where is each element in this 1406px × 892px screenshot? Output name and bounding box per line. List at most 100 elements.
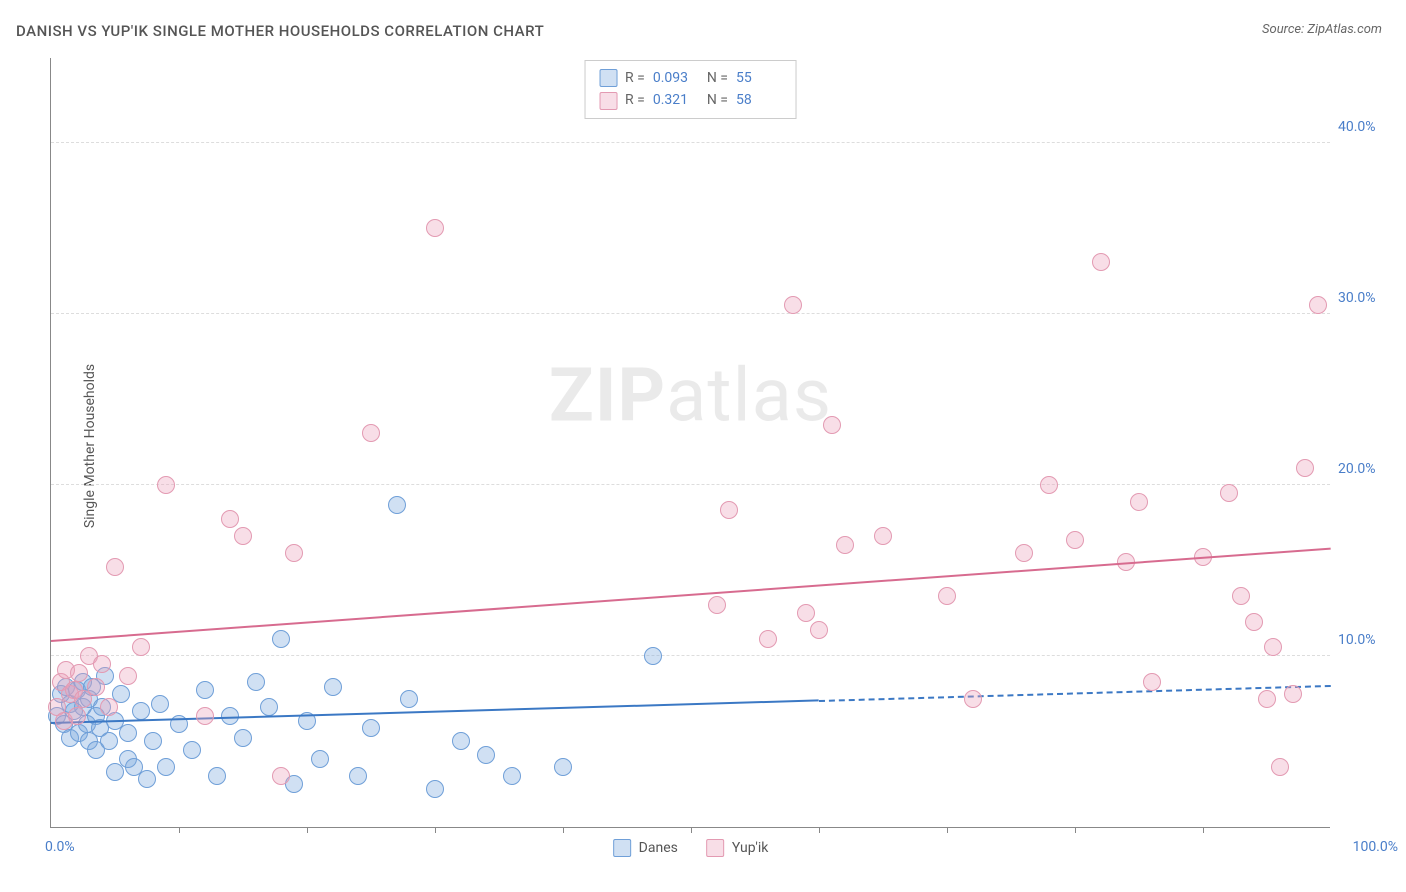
data-point: [1296, 459, 1314, 477]
swatch-icon: [599, 92, 617, 110]
data-point: [234, 729, 252, 747]
data-point: [1232, 587, 1250, 605]
data-point: [874, 527, 892, 545]
data-point: [362, 424, 380, 442]
data-point: [823, 416, 841, 434]
data-point: [1130, 493, 1148, 511]
data-point: [260, 698, 278, 716]
swatch-icon: [599, 69, 617, 87]
data-point: [477, 746, 495, 764]
gridline: [51, 655, 1330, 656]
data-point: [1271, 758, 1289, 776]
x-tick-mark: [1203, 827, 1204, 833]
data-point: [132, 638, 150, 656]
data-point: [87, 678, 105, 696]
gridline: [51, 142, 1330, 143]
data-point: [196, 707, 214, 725]
data-point: [196, 681, 214, 699]
data-point: [183, 741, 201, 759]
data-point: [208, 767, 226, 785]
source-label: Source: ZipAtlas.com: [1262, 22, 1382, 37]
data-point: [964, 690, 982, 708]
x-tick-mark: [307, 827, 308, 833]
y-tick-label: 30.0%: [1338, 290, 1398, 306]
data-point: [151, 695, 169, 713]
x-tick-mark: [563, 827, 564, 833]
data-point: [1258, 690, 1276, 708]
x-tick-mark: [179, 827, 180, 833]
data-point: [324, 678, 342, 696]
data-point: [1220, 484, 1238, 502]
data-point: [119, 724, 137, 742]
x-tick-mark: [691, 827, 692, 833]
data-point: [1092, 253, 1110, 271]
data-point: [100, 732, 118, 750]
data-point: [157, 758, 175, 776]
swatch-icon: [613, 839, 631, 857]
data-point: [144, 732, 162, 750]
chart-title: DANISH VS YUP'IK SINGLE MOTHER HOUSEHOLD…: [16, 22, 544, 40]
data-point: [1015, 544, 1033, 562]
data-point: [1309, 296, 1327, 314]
data-point: [272, 630, 290, 648]
data-point: [234, 527, 252, 545]
x-tick-mark: [1075, 827, 1076, 833]
data-point: [810, 621, 828, 639]
legend-row-danes: R =0.093 N =55: [599, 67, 782, 89]
y-tick-label: 10.0%: [1338, 632, 1398, 648]
data-point: [452, 732, 470, 750]
data-point: [1284, 685, 1302, 703]
data-point: [247, 673, 265, 691]
data-point: [784, 296, 802, 314]
data-point: [708, 596, 726, 614]
data-point: [554, 758, 572, 776]
data-point: [1040, 476, 1058, 494]
data-point: [106, 558, 124, 576]
data-point: [68, 707, 86, 725]
series-legend: Danes Yup'ik: [613, 839, 769, 857]
data-point: [285, 544, 303, 562]
data-point: [426, 780, 444, 798]
trend-line: [819, 685, 1331, 702]
data-point: [70, 664, 88, 682]
data-point: [349, 767, 367, 785]
data-point: [759, 630, 777, 648]
y-tick-label: 20.0%: [1338, 461, 1398, 477]
y-tick-label: 40.0%: [1338, 119, 1398, 135]
data-point: [1066, 531, 1084, 549]
data-point: [644, 647, 662, 665]
data-point: [426, 219, 444, 237]
x-tick-mark: [435, 827, 436, 833]
data-point: [272, 767, 290, 785]
x-tick-label: 0.0%: [45, 839, 75, 855]
data-point: [221, 510, 239, 528]
data-point: [720, 501, 738, 519]
data-point: [836, 536, 854, 554]
x-tick-mark: [819, 827, 820, 833]
data-point: [157, 476, 175, 494]
data-point: [388, 496, 406, 514]
data-point: [112, 685, 130, 703]
scatter-plot: ZIPatlas R =0.093 N =55 R =0.321 N =58 D…: [50, 58, 1330, 828]
stats-legend: R =0.093 N =55 R =0.321 N =58: [584, 60, 797, 119]
data-point: [400, 690, 418, 708]
legend-row-yupik: R =0.321 N =58: [599, 89, 782, 111]
gridline: [51, 484, 1330, 485]
gridline: [51, 313, 1330, 314]
legend-item-yupik: Yup'ik: [706, 839, 768, 857]
data-point: [132, 702, 150, 720]
data-point: [362, 719, 380, 737]
data-point: [106, 763, 124, 781]
data-point: [938, 587, 956, 605]
swatch-icon: [706, 839, 724, 857]
trend-line: [51, 548, 1331, 642]
data-point: [138, 770, 156, 788]
data-point: [119, 667, 137, 685]
legend-item-danes: Danes: [613, 839, 678, 857]
watermark: ZIPatlas: [549, 353, 832, 440]
data-point: [93, 655, 111, 673]
data-point: [503, 767, 521, 785]
data-point: [1245, 613, 1263, 631]
data-point: [311, 750, 329, 768]
x-tick-label: 100.0%: [1353, 839, 1398, 855]
